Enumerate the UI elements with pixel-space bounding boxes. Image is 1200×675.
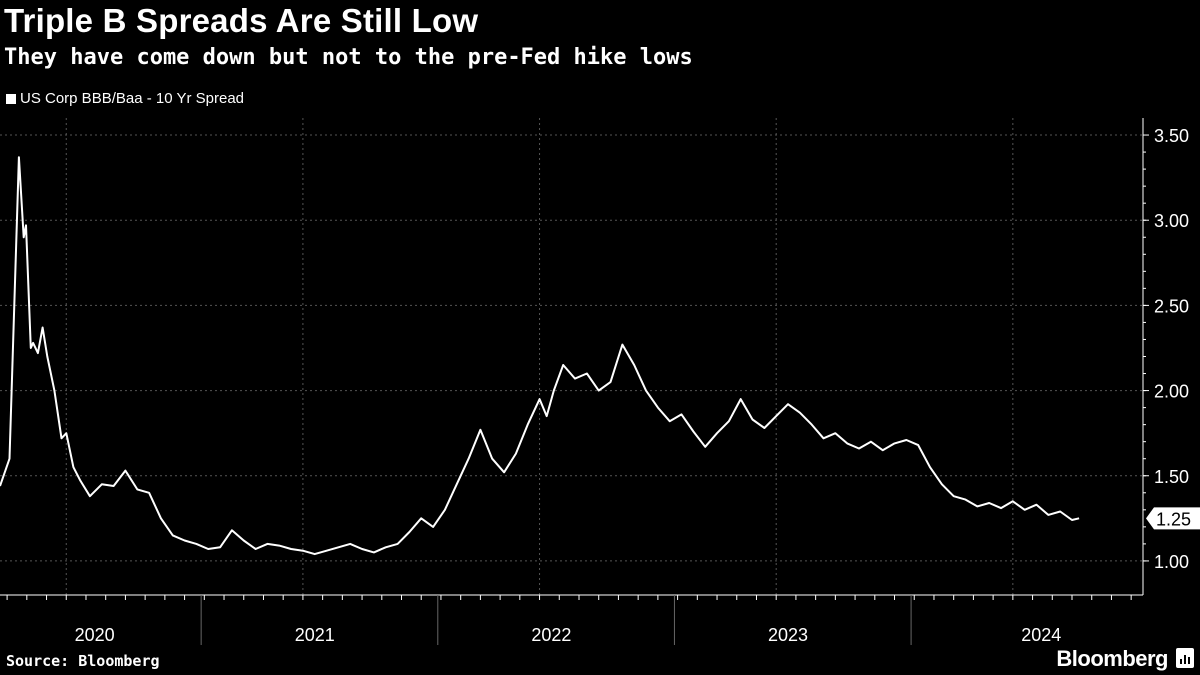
y-tick-label: 3.00 (1154, 211, 1189, 231)
y-axis-labels: 3.50 3.00 2.50 2.00 1.50 1.00 (1154, 126, 1189, 572)
x-axis-labels: 2020 2021 2022 2023 2024 (75, 625, 1062, 645)
x-tick-label: 2021 (295, 625, 335, 645)
gridlines (0, 118, 1143, 595)
x-tick-label: 2023 (768, 625, 808, 645)
y-tick-label: 2.00 (1154, 382, 1189, 402)
chart-title: Triple B Spreads Are Still Low (4, 2, 479, 39)
legend-swatch (6, 93, 16, 104)
legend: US Corp BBB/Baa - 10 Yr Spread (6, 90, 244, 107)
axes (0, 118, 1149, 645)
last-value-badge (1146, 507, 1200, 530)
last-value-callout: 1.25 (1146, 507, 1200, 530)
y-tick-label: 1.50 (1154, 467, 1189, 487)
x-tick-label: 2020 (75, 625, 115, 645)
legend-label: US Corp BBB/Baa - 10 Yr Spread (20, 90, 245, 107)
source-note: Source: Bloomberg (6, 652, 160, 670)
last-value-label: 1.25 (1156, 509, 1191, 529)
brand-wordmark: Bloomberg (1056, 646, 1168, 671)
y-tick-label: 3.50 (1154, 126, 1189, 146)
x-tick-label: 2024 (1021, 625, 1061, 645)
bloomberg-logo-icon (1176, 648, 1194, 668)
y-tick-label: 1.00 (1154, 552, 1189, 572)
series-line-bbb-spread (0, 156, 1080, 556)
x-tick-label: 2022 (531, 625, 571, 645)
chart-subtitle: They have come down but not to the pre-F… (4, 45, 693, 70)
y-tick-label: 2.50 (1154, 296, 1189, 316)
